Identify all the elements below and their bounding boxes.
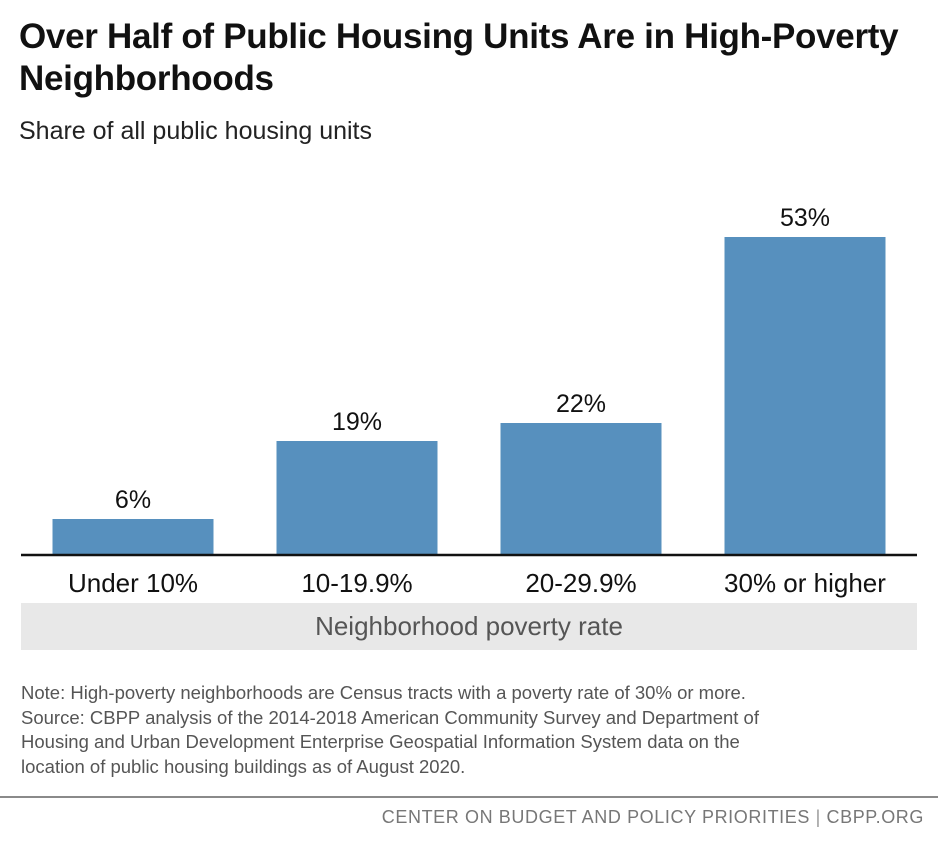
x-tick-label: 30% or higher xyxy=(724,568,886,598)
chart-subtitle: Share of all public housing units xyxy=(19,117,373,145)
footer-divider xyxy=(0,796,938,798)
data-label: 22% xyxy=(556,390,606,418)
footer-org: CENTER ON BUDGET AND POLICY PRIORITIES xyxy=(381,807,810,827)
note-line: Note: High-poverty neighborhoods are Cen… xyxy=(21,682,746,703)
source-line: Source: CBPP analysis of the 2014-2018 A… xyxy=(21,706,759,728)
data-label: 19% xyxy=(332,408,382,436)
bar xyxy=(500,423,662,555)
x-tick-label: 10-19.9% xyxy=(301,568,412,598)
bar-chart: 6% Under 10% 19% 10-19.9% 22% 20-29.9% 53% 30% … xyxy=(21,204,917,598)
bar xyxy=(724,237,886,555)
footer-site: CBPP.ORG xyxy=(826,807,924,827)
data-label: 6% xyxy=(115,486,151,514)
x-tick-label: Under 10% xyxy=(68,568,198,598)
source-line: Housing and Urban Development Enterprise… xyxy=(21,731,740,752)
bar xyxy=(52,519,214,555)
x-axis-title-band: Neighborhood poverty rate xyxy=(21,603,917,650)
notes: Note: High-poverty neighborhoods are Cen… xyxy=(21,681,921,779)
x-tick-label: 20-29.9% xyxy=(525,568,636,598)
bar xyxy=(276,441,438,555)
data-label: 53% xyxy=(780,204,830,232)
source-line: location of public housing buildings as … xyxy=(21,755,466,777)
chart-title: Over Half of Public Housing Units Are in… xyxy=(19,17,899,98)
footer-separator: | xyxy=(815,807,821,827)
x-axis-title: Neighborhood poverty rate xyxy=(315,611,623,641)
footer-credit: CENTER ON BUDGET AND POLICY PRIORITIES |… xyxy=(382,807,924,828)
